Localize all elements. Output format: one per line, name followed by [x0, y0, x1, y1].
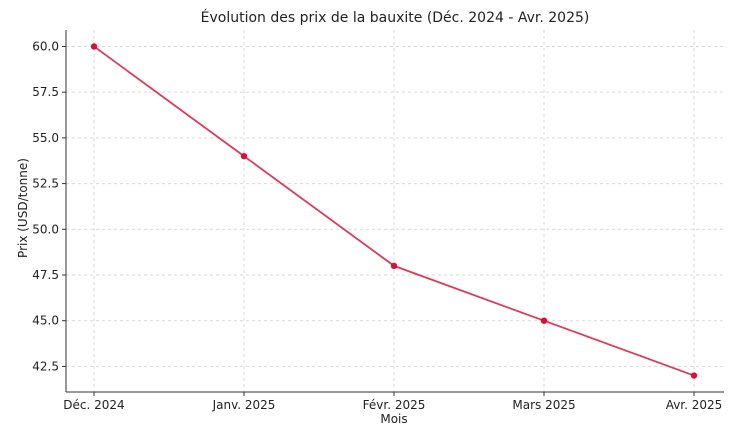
x-tick-label: Avr. 2025 [666, 398, 723, 412]
x-tick-label: Févr. 2025 [363, 398, 426, 412]
axes [65, 30, 724, 393]
x-axis-label: Mois [380, 412, 407, 426]
data-point [390, 262, 398, 270]
series-group [90, 43, 698, 379]
y-tick-label: 55.0 [32, 131, 59, 145]
data-point [240, 152, 248, 160]
x-tick-label: Déc. 2024 [63, 398, 124, 412]
data-point [540, 317, 548, 324]
y-tick-label: 45.0 [32, 314, 59, 328]
chart-title: Évolution des prix de la bauxite (Déc. 2… [201, 9, 590, 26]
y-axis-label: Prix (USD/tonne) [16, 158, 30, 258]
y-tick-label: 60.0 [32, 39, 59, 53]
x-tick-label: Janv. 2025 [212, 398, 276, 412]
grid [66, 30, 724, 392]
y-tick-label: 42.5 [32, 359, 59, 373]
data-point [90, 43, 98, 50]
y-tick-label: 52.5 [32, 177, 59, 191]
y-tick-label: 57.5 [32, 85, 59, 99]
data-point [690, 372, 698, 379]
y-axis-ticks: 42.5 45.0 47.5 50.0 52.5 55.0 57.5 60.0 [32, 39, 66, 373]
y-tick-label: 47.5 [32, 268, 59, 282]
x-tick-label: Mars 2025 [512, 398, 575, 412]
x-axis-ticks: Déc. 2024 Janv. 2025 Févr. 2025 Mars 2025 Av… [63, 392, 722, 412]
y-tick-label: 50.0 [32, 222, 59, 236]
